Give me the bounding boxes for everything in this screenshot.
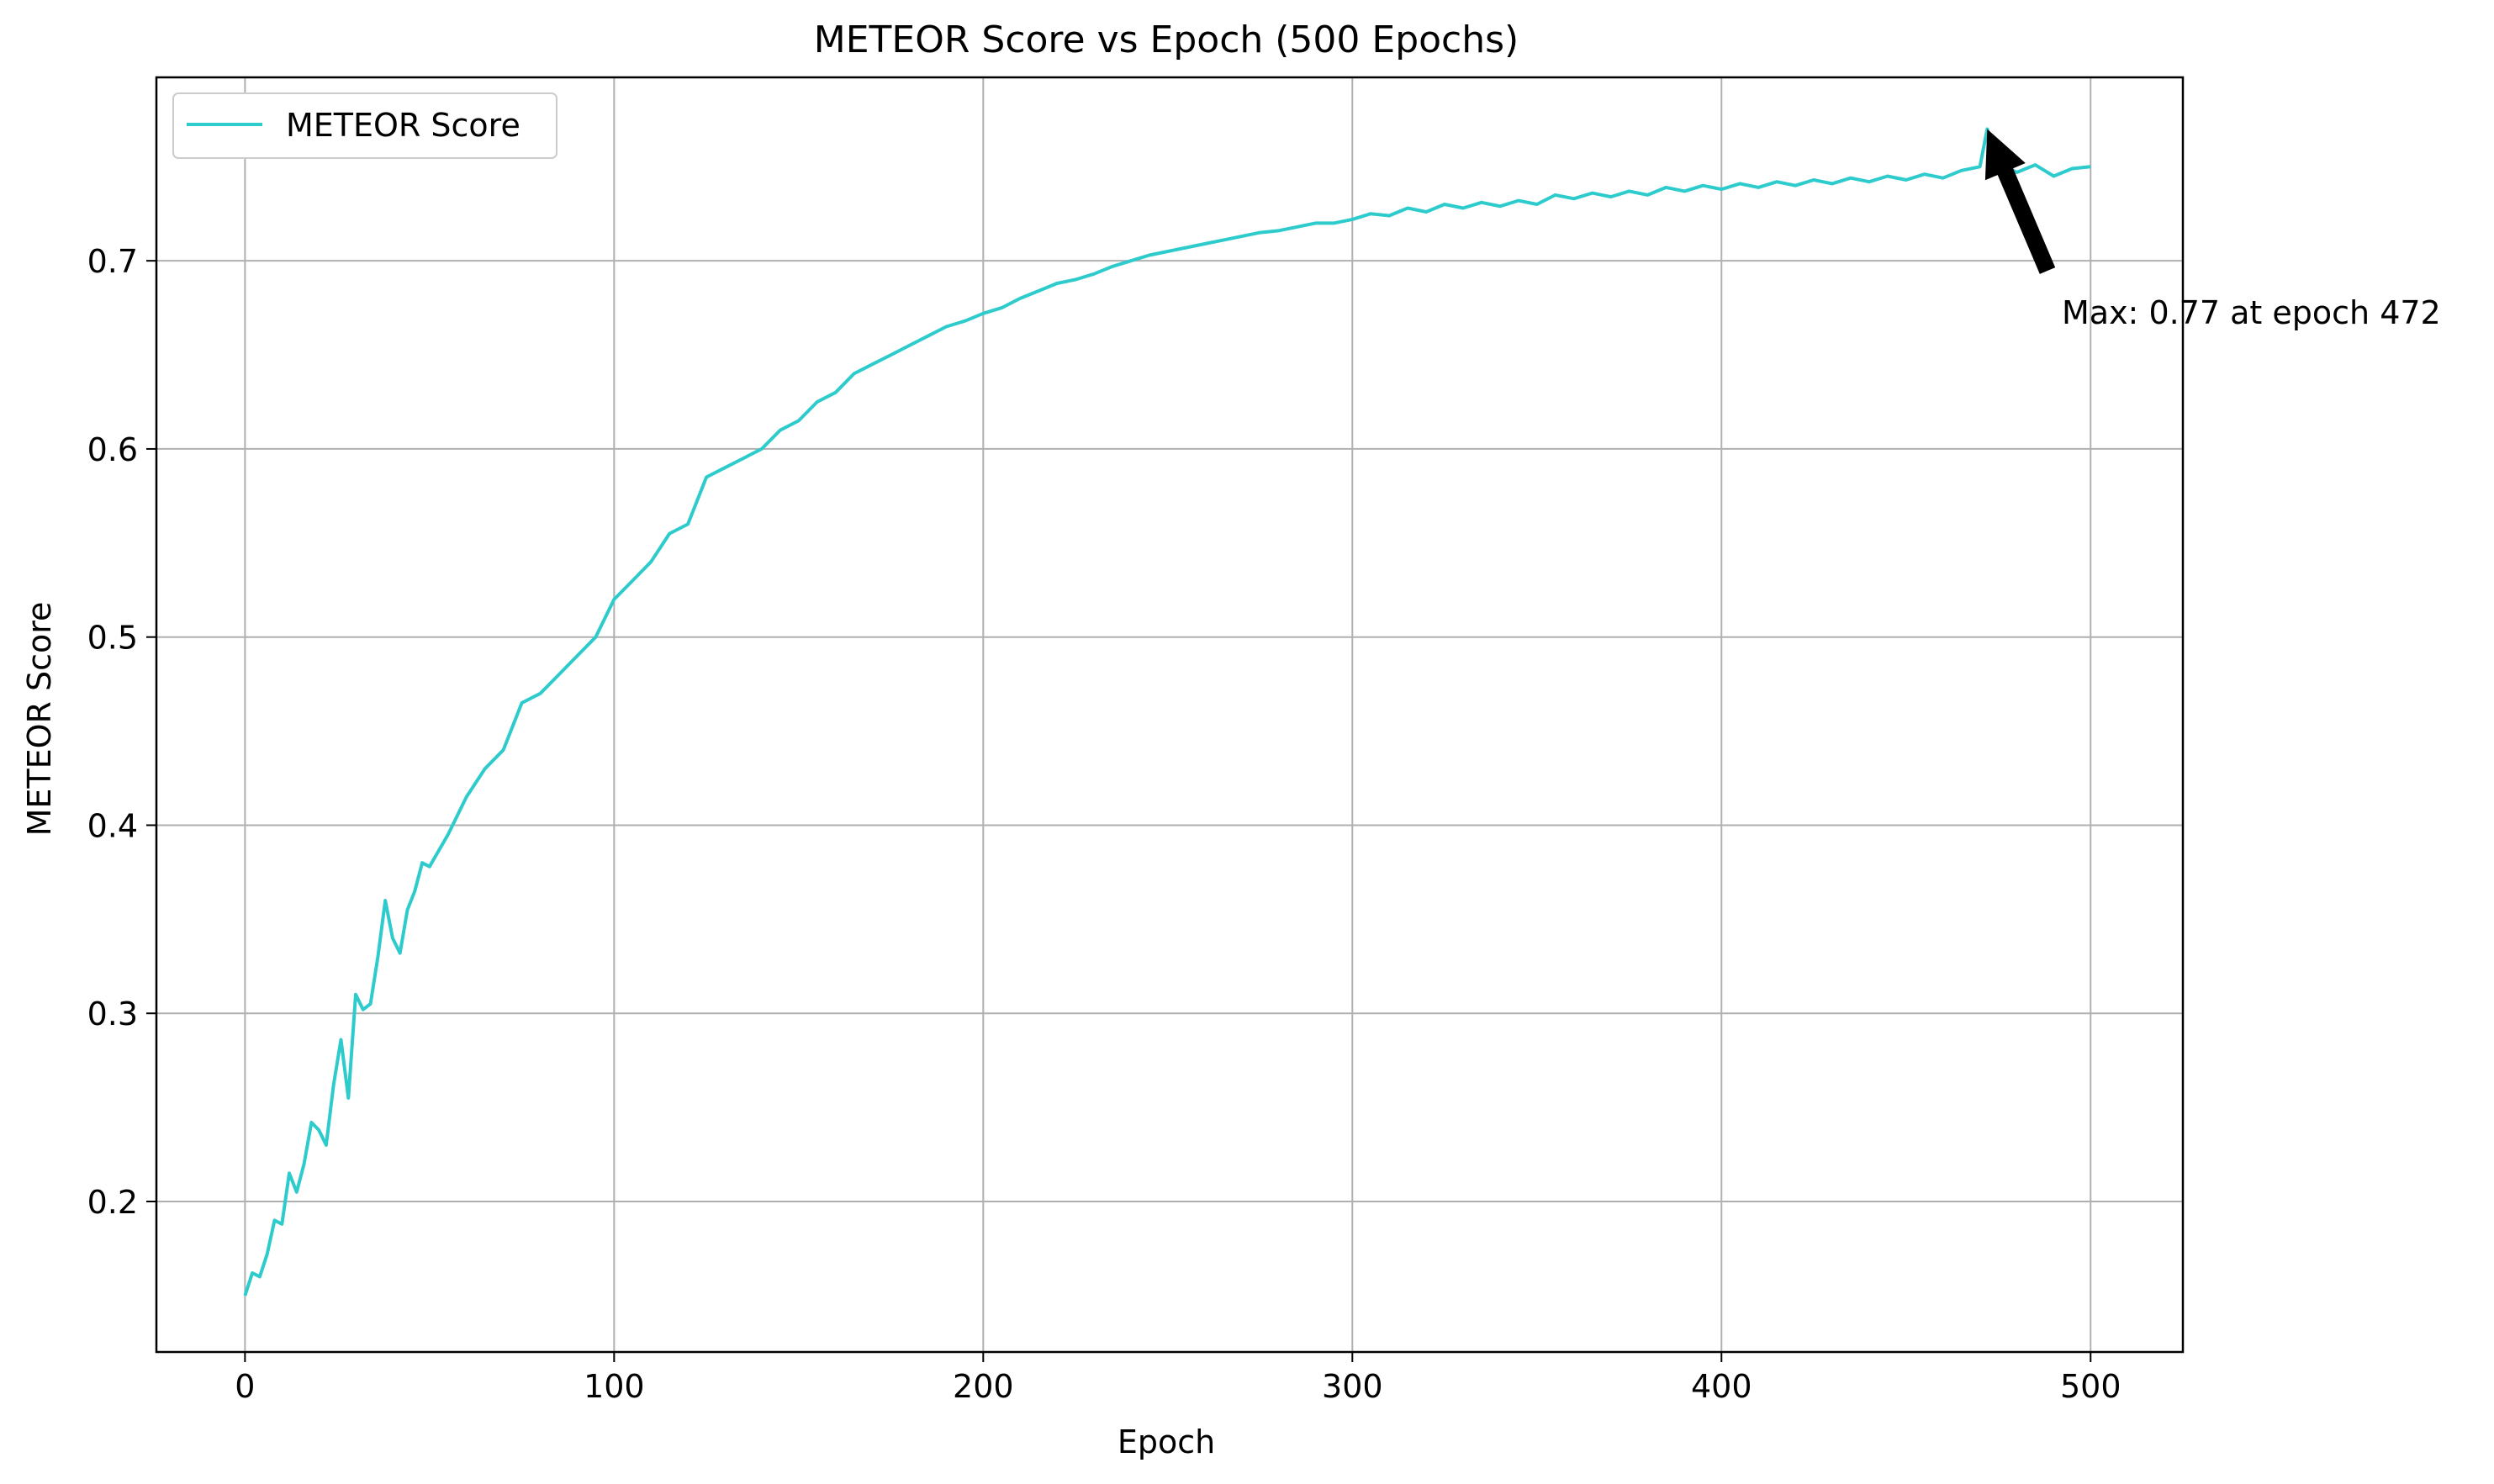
x-tick-label: 400 <box>1691 1368 1752 1405</box>
x-tick-label: 0 <box>235 1368 255 1405</box>
x-axis-label: Epoch <box>1118 1423 1215 1460</box>
annotation-text: Max: 0.77 at epoch 472 <box>2062 294 2441 331</box>
legend-box <box>172 92 557 159</box>
x-tick-label: 200 <box>953 1368 1014 1405</box>
series-layer <box>243 127 2091 1297</box>
y-tick-label: 0.2 <box>87 1184 138 1221</box>
y-tick-label: 0.4 <box>87 807 138 844</box>
tick-layer: 0 100 200 300 400 500 0.2 0.3 0.4 0.5 0.6 0.7 <box>87 243 2121 1405</box>
annotation-layer: Max: 0.77 at epoch 472 <box>1984 129 2441 331</box>
y-tick-label: 0.5 <box>87 620 138 657</box>
x-tick-label: 300 <box>1322 1368 1383 1405</box>
legend-label: METEOR Score <box>286 107 520 144</box>
y-tick-label: 0.3 <box>87 995 138 1032</box>
y-tick-label: 0.7 <box>87 243 138 280</box>
annotation-arrow <box>1984 129 2056 274</box>
x-tick-label: 100 <box>584 1368 645 1405</box>
plot-frame <box>155 76 2185 1354</box>
y-tick-label: 0.6 <box>87 431 138 468</box>
chart-title: METEOR Score vs Epoch (500 Epochs) <box>814 18 1519 61</box>
x-tick-label: 500 <box>2060 1368 2121 1405</box>
series-line <box>243 127 2091 1297</box>
legend: METEOR Score <box>172 92 557 159</box>
y-axis-label: METEOR Score <box>21 602 58 837</box>
grid-layer <box>156 77 2183 1352</box>
